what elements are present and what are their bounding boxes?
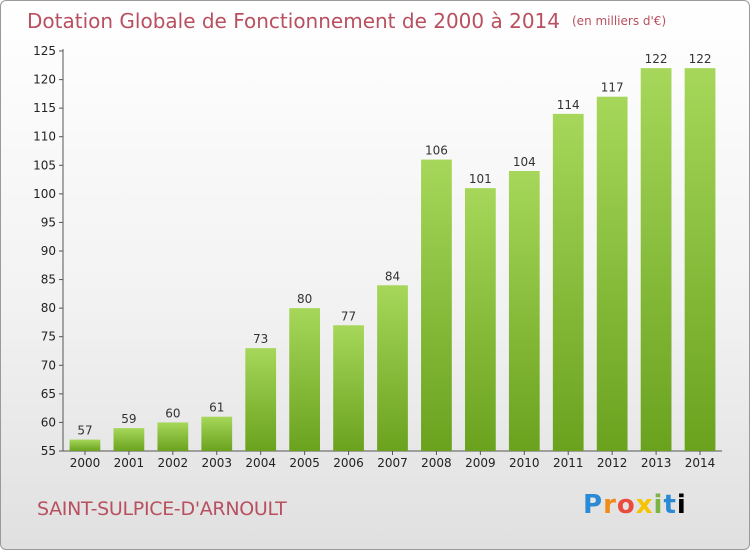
x-tick-label-2013: 2013 xyxy=(641,456,672,470)
y-tick-label: 105 xyxy=(33,158,56,172)
value-label-2006: 77 xyxy=(341,309,356,323)
bar-2006 xyxy=(333,325,364,451)
proxiti-logo: Proxiti xyxy=(583,490,687,520)
bar-2001 xyxy=(113,428,145,451)
y-tick-label: 70 xyxy=(41,358,56,372)
commune-name: SAINT-SULPICE-D'ARNOULT xyxy=(37,498,287,520)
axes: 55 60 65 70 75 80 85 90 95 100 105 110 115 120 125 2000… xyxy=(33,44,722,470)
value-labels: 57 59 60 61 73 80 77 84 106 101 104 114 117 122 122 xyxy=(77,52,711,437)
x-tick-label-2008: 2008 xyxy=(421,456,452,470)
x-tick-label-2000: 2000 xyxy=(70,456,101,470)
unit-note: (en milliers d'€) xyxy=(572,14,667,28)
bar-2012 xyxy=(596,96,628,451)
value-label-2009: 101 xyxy=(469,172,492,186)
y-tick-label: 90 xyxy=(41,244,56,258)
x-tick-label-2006: 2006 xyxy=(333,456,364,470)
bar-2009 xyxy=(464,188,496,451)
y-tick-label: 60 xyxy=(41,415,56,429)
bar-2004 xyxy=(245,348,277,451)
bar-2014 xyxy=(684,68,716,452)
value-label-2001: 59 xyxy=(121,412,136,426)
x-tick-label-2007: 2007 xyxy=(377,456,408,470)
y-tick-label: 85 xyxy=(41,273,56,287)
bar-2002 xyxy=(157,422,189,451)
value-label-2005: 80 xyxy=(297,292,312,306)
y-tick-label: 55 xyxy=(41,444,56,458)
value-label-2007: 84 xyxy=(385,269,400,283)
x-tick-label-2010: 2010 xyxy=(509,456,540,470)
value-label-2010: 104 xyxy=(513,155,536,169)
bars xyxy=(69,68,716,452)
x-tick-label-2003: 2003 xyxy=(201,456,232,470)
bar-2011 xyxy=(552,113,584,451)
bar-2005 xyxy=(289,308,321,451)
x-tick-label-2011: 2011 xyxy=(553,456,584,470)
y-tick-label: 80 xyxy=(41,301,56,315)
y-tick-label: 115 xyxy=(33,101,56,115)
value-label-2014: 122 xyxy=(689,52,712,66)
y-tick-label: 75 xyxy=(41,330,56,344)
y-tick-label: 120 xyxy=(33,73,56,87)
value-label-2002: 60 xyxy=(165,406,180,420)
value-label-2000: 57 xyxy=(77,424,92,438)
chart-title-text: Dotation Globale de Fonctionnement de 20… xyxy=(27,9,560,33)
x-tick-label-2005: 2005 xyxy=(289,456,320,470)
bar-2008 xyxy=(421,159,452,452)
bar-2007 xyxy=(377,285,408,451)
bar-2013 xyxy=(640,68,672,452)
value-label-2004: 73 xyxy=(253,332,268,346)
value-label-2012: 117 xyxy=(601,81,624,95)
value-label-2011: 114 xyxy=(557,98,580,112)
bar-2010 xyxy=(508,171,540,451)
value-label-2008: 106 xyxy=(425,144,448,158)
value-label-2003: 61 xyxy=(209,401,224,415)
y-tick-label: 65 xyxy=(41,387,56,401)
x-tick-label-2012: 2012 xyxy=(597,456,628,470)
y-tick-label: 100 xyxy=(33,187,56,201)
chart-title: Dotation Globale de Fonctionnement de 20… xyxy=(27,9,666,33)
x-tick-label-2002: 2002 xyxy=(158,456,189,470)
y-tick-label: 110 xyxy=(33,130,56,144)
bar-2003 xyxy=(201,416,233,451)
x-tick-label-2009: 2009 xyxy=(465,456,496,470)
x-tick-label-2001: 2001 xyxy=(114,456,145,470)
x-tick-label-2014: 2014 xyxy=(685,456,716,470)
bar-2000 xyxy=(69,439,101,451)
y-tick-label: 125 xyxy=(33,44,56,58)
y-tick-label: 95 xyxy=(41,215,56,229)
x-tick-label-2004: 2004 xyxy=(245,456,276,470)
value-label-2013: 122 xyxy=(645,52,668,66)
